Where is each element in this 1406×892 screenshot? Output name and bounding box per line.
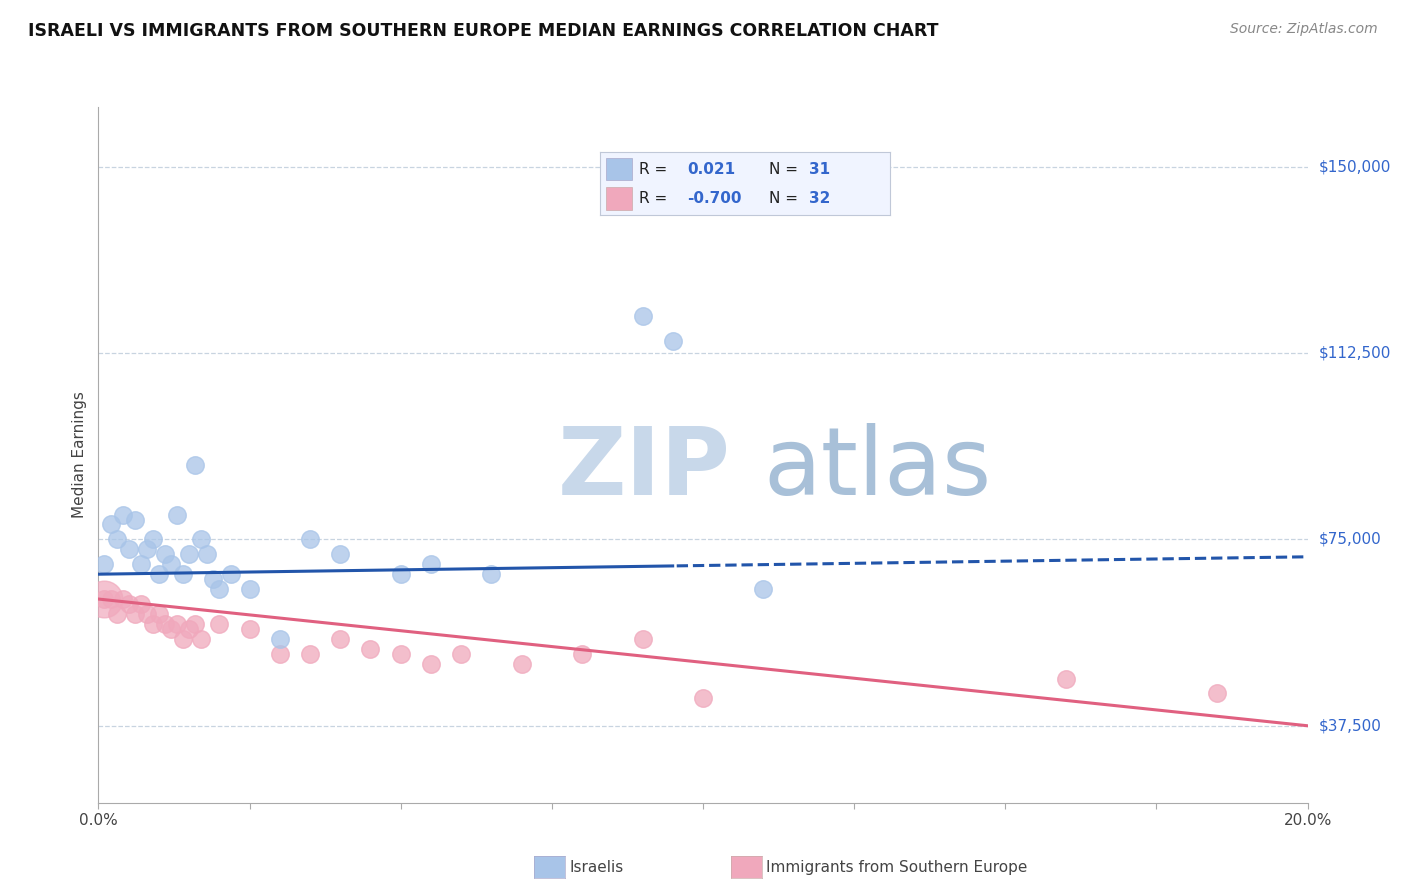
Point [148, 607, 170, 621]
Bar [606, 187, 633, 210]
Point [190, 533, 212, 547]
Text: $112,500: $112,500 [1319, 345, 1391, 360]
Point [184, 458, 207, 472]
Text: ISRAELI VS IMMIGRANTS FROM SOUTHERN EUROPE MEDIAN EARNINGS CORRELATION CHART: ISRAELI VS IMMIGRANTS FROM SOUTHERN EURO… [28, 22, 939, 40]
Text: $37,500: $37,500 [1319, 718, 1382, 733]
Point [100, 517, 122, 532]
Point [135, 542, 157, 557]
Point [129, 597, 152, 611]
Point [1054, 672, 1077, 686]
Point [269, 632, 291, 646]
Point [692, 691, 714, 706]
Point [450, 647, 472, 661]
Point [661, 334, 683, 348]
Point [269, 647, 291, 661]
Point [299, 533, 322, 547]
Text: -0.700: -0.700 [688, 191, 742, 206]
Point [118, 597, 141, 611]
Text: 0.021: 0.021 [688, 161, 735, 177]
Point [389, 567, 412, 582]
Point [190, 632, 212, 646]
Point [184, 616, 207, 631]
Point [172, 567, 194, 582]
Point [1206, 686, 1229, 700]
Text: 32: 32 [810, 191, 831, 206]
Text: N =: N = [769, 161, 797, 177]
Point [124, 607, 146, 621]
Point [105, 533, 128, 547]
Point [93, 592, 115, 607]
Point [195, 547, 218, 561]
Text: Israelis: Israelis [569, 860, 624, 874]
Point [166, 508, 188, 522]
Point [148, 567, 170, 582]
Text: R =: R = [640, 161, 668, 177]
Point [118, 542, 141, 557]
Point [160, 558, 183, 572]
Point [221, 567, 243, 582]
Point [631, 309, 654, 323]
Point [93, 592, 115, 607]
Point [239, 582, 262, 596]
Point [111, 592, 134, 607]
Point [142, 533, 165, 547]
Point [631, 632, 654, 646]
Point [329, 547, 352, 561]
Text: N =: N = [769, 191, 797, 206]
Point [208, 582, 231, 596]
Point [752, 582, 775, 596]
Point [419, 657, 441, 671]
Bar [606, 158, 633, 180]
Point [142, 616, 165, 631]
Point [208, 616, 231, 631]
Text: $150,000: $150,000 [1319, 159, 1391, 174]
Point [202, 572, 225, 586]
Point [481, 567, 503, 582]
Text: ZIP: ZIP [558, 423, 731, 515]
Point [105, 607, 128, 621]
Point [239, 622, 262, 636]
Point [124, 512, 146, 526]
Point [510, 657, 533, 671]
Point [389, 647, 412, 661]
Point [571, 647, 593, 661]
Point [166, 616, 188, 631]
Point [329, 632, 352, 646]
Text: 31: 31 [810, 161, 831, 177]
Text: $75,000: $75,000 [1319, 532, 1382, 547]
Text: Source: ZipAtlas.com: Source: ZipAtlas.com [1230, 22, 1378, 37]
Point [160, 622, 183, 636]
Point [419, 558, 441, 572]
Text: atlas: atlas [763, 423, 991, 515]
Point [299, 647, 322, 661]
Point [111, 508, 134, 522]
Text: Immigrants from Southern Europe: Immigrants from Southern Europe [766, 860, 1028, 874]
Point [100, 592, 122, 607]
Point [360, 641, 382, 656]
Y-axis label: Median Earnings: Median Earnings [72, 392, 87, 518]
Point [153, 616, 176, 631]
Point [135, 607, 157, 621]
Point [153, 547, 176, 561]
Point [172, 632, 194, 646]
Point [93, 558, 115, 572]
Point [177, 547, 201, 561]
Text: R =: R = [640, 191, 668, 206]
Point [129, 558, 152, 572]
Point [177, 622, 201, 636]
